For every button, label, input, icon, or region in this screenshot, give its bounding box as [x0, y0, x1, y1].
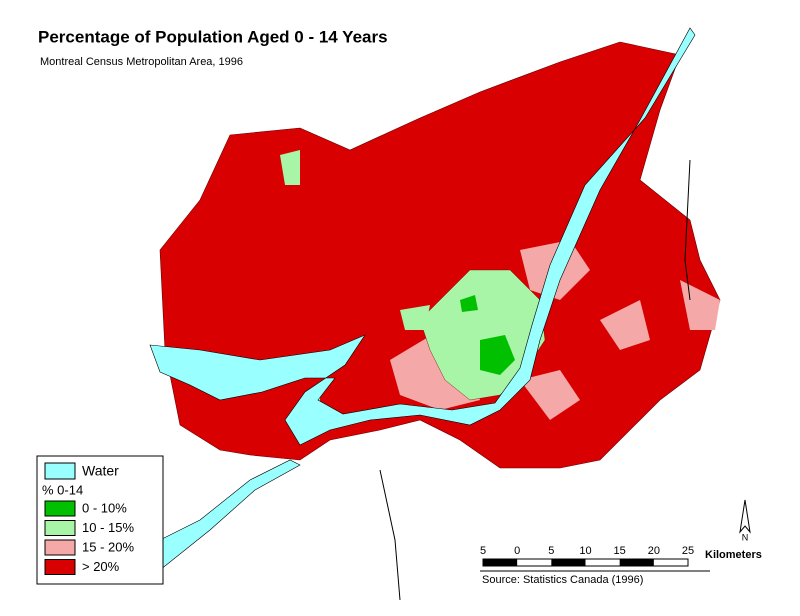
legend-swatch [44, 539, 76, 556]
scale-label: 0 [514, 545, 520, 557]
legend-swatch [44, 462, 76, 480]
legend-label: Water [82, 463, 119, 479]
scale-label: 25 [682, 545, 694, 557]
region-mid [520, 370, 580, 420]
river [684, 159, 691, 301]
region-mid [680, 280, 720, 330]
map-subtitle: Montreal Census Metropolitan Area, 1996 [40, 56, 243, 68]
legend-label: 10 - 15% [82, 520, 134, 535]
water [149, 27, 696, 446]
region-lowest [480, 335, 515, 375]
legend-swatch [44, 520, 76, 536]
region-low [400, 305, 430, 330]
scale-bar: 5 0 5 10 15 20 25 Kilometers [480, 545, 762, 567]
scale-segment [483, 559, 518, 566]
source-note: Source: Statistics Canada (1996) [482, 574, 643, 586]
scale-label: 5 [480, 545, 486, 557]
legend-label: 0 - 10% [82, 500, 127, 515]
scale-label: 5 [548, 545, 554, 557]
legend-label: 15 - 20% [82, 539, 134, 554]
region-low [280, 150, 300, 185]
scale-label: 10 [579, 545, 591, 557]
north-label: N [742, 532, 749, 542]
legend-swatch [44, 500, 76, 517]
legend-label: > 20% [82, 559, 120, 574]
map-title: Percentage of Population Aged 0 - 14 Yea… [38, 27, 388, 46]
region-lowest [460, 295, 478, 312]
legend-swatch [44, 559, 76, 575]
region-mid [600, 300, 650, 350]
north-arrow [739, 499, 751, 534]
scale-label: 15 [614, 545, 626, 557]
scale-unit: Kilometers [705, 549, 762, 561]
scale-segment [551, 559, 586, 566]
water [149, 459, 301, 571]
river [379, 469, 401, 601]
scale-label: 20 [648, 545, 660, 557]
legend: Water % 0-14 0 - 10% 10 - 15% 15 - 20% > 20% [42, 462, 134, 575]
scale-segment [619, 559, 654, 566]
legend-heading: % 0-14 [42, 482, 83, 497]
